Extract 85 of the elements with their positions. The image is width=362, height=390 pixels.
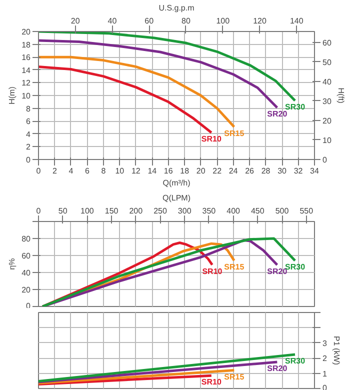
x2-tick-label: 0 (36, 206, 42, 216)
x-tick-label: 16 (164, 166, 174, 176)
x2-tick-label: 350 (202, 206, 216, 216)
y-tick-label: 6 (26, 117, 32, 126)
y-tick-label: 12 (22, 78, 32, 88)
x2-tick-label: 120 (253, 16, 267, 26)
x2-tick-label: 20 (70, 16, 80, 26)
x-tick-label: 4 (68, 166, 74, 176)
x2-tick-label: 450 (250, 206, 265, 216)
x2-tick-label: 400 (226, 206, 241, 216)
x-tick-label: 20 (196, 166, 206, 176)
x2-tick-label: 100 (80, 206, 94, 216)
y2-tick-label: 50 (322, 58, 332, 67)
y-tick-label: 8 (26, 104, 32, 114)
x-tick-label: 6 (84, 166, 90, 176)
y-tick-label: 60 (22, 252, 32, 260)
y-axis-title: η% (8, 258, 17, 270)
series-label: SR15 (224, 372, 245, 382)
x-tick-label: 12 (131, 166, 141, 176)
x-tick-label: 32 (294, 166, 304, 176)
y2-tick-label: 10 (322, 136, 332, 145)
series-label: SR20 (267, 110, 288, 119)
series-label: SR10 (201, 134, 222, 144)
series-label: SR15 (224, 262, 245, 272)
y-tick-label: 20 (22, 286, 32, 294)
x2-tick-label: 80 (182, 16, 191, 26)
y-tick-label: 10 (22, 92, 32, 100)
x2-tick-label: 500 (275, 206, 290, 216)
y-tick-label: 16 (22, 53, 32, 62)
x2-tick-label: 140 (290, 16, 304, 26)
y2-axis-title: H(ft) (336, 88, 346, 104)
y-tick-label: 80 (22, 234, 32, 244)
x-tick-label: 24 (228, 166, 238, 176)
x-axis-title: Q(m³/h) (162, 178, 191, 188)
x-tick-label: 34 (310, 166, 320, 176)
y2-axis-title: P1 (kW) (332, 336, 341, 366)
x2-tick-label: 100 (216, 16, 230, 26)
y-tick-label: 4 (26, 130, 32, 139)
x-tick-label: 2 (52, 166, 58, 176)
y-tick-label: 40 (22, 268, 32, 278)
x-tick-label: 10 (115, 166, 125, 176)
y2-tick-label: 1 (322, 369, 328, 378)
line-series (38, 65, 213, 134)
x2-tick-label: 150 (104, 206, 119, 216)
y2-tick-label: 30 (322, 96, 332, 106)
x2-tick-label: 250 (154, 206, 168, 216)
x-tick-label: 14 (148, 166, 158, 176)
x2-tick-label: 550 (300, 206, 314, 216)
x2-tick-label: 200 (129, 206, 144, 216)
y-tick-label: 20 (22, 28, 32, 36)
x-tick-label: 26 (245, 166, 255, 176)
x2-axis-title: Q(LPM) (162, 194, 191, 202)
y-tick-label: 2 (26, 142, 32, 152)
y2-tick-label: 3 (322, 338, 328, 348)
x-tick-label: 18 (180, 166, 190, 176)
x-tick-label: 8 (101, 166, 106, 176)
x2-tick-label: 40 (108, 16, 118, 26)
y2-tick-label: 40 (322, 77, 332, 86)
series-label: SR15 (224, 128, 245, 138)
series-label: SR30 (285, 102, 306, 112)
y2-tick-label: 20 (322, 116, 332, 126)
y2-tick-label: 2 (322, 354, 328, 364)
series-label: SR10 (201, 378, 222, 387)
line-series (38, 39, 278, 109)
line-series (38, 56, 236, 128)
x-tick-label: 28 (261, 166, 271, 176)
y2-tick-label: 0 (322, 156, 328, 164)
y-tick-label: 14 (22, 66, 32, 75)
series-label: SR20 (267, 266, 288, 276)
x-tick-label: 30 (278, 166, 288, 176)
y2-tick-label: 60 (322, 38, 332, 48)
x2-axis-title: U.S.g.p.m (158, 4, 195, 12)
series-label: SR30 (285, 356, 306, 366)
x2-tick-label: 60 (144, 16, 154, 26)
y-tick-label: 0 (26, 156, 32, 164)
series-label: SR20 (267, 364, 288, 374)
y-tick-label: 18 (22, 40, 32, 50)
series-label: SR10 (202, 266, 223, 276)
x2-tick-label: 300 (178, 206, 192, 216)
x-tick-label: 22 (212, 166, 222, 176)
x-tick-label: 0 (36, 166, 42, 176)
x2-tick-label: 50 (58, 206, 68, 216)
series-label: SR30 (285, 262, 306, 272)
y-axis-title: H(m) (8, 86, 17, 104)
line-series (38, 32, 296, 102)
